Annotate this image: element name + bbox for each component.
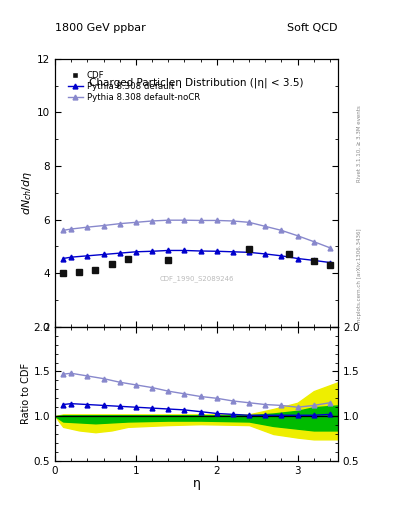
Y-axis label: $dN_{ch}/d\eta$: $dN_{ch}/d\eta$: [20, 170, 34, 215]
X-axis label: η: η: [193, 477, 200, 490]
Text: Rivet 3.1.10, ≥ 3.3M events: Rivet 3.1.10, ≥ 3.3M events: [357, 105, 362, 182]
Text: Charged Particleη Distribution (|η| < 3.5): Charged Particleη Distribution (|η| < 3.…: [89, 78, 304, 88]
Text: 1800 GeV ppbar: 1800 GeV ppbar: [55, 23, 146, 33]
Y-axis label: Ratio to CDF: Ratio to CDF: [21, 363, 31, 424]
Legend: CDF, Pythia 8.308 default, Pythia 8.308 default-noCR: CDF, Pythia 8.308 default, Pythia 8.308 …: [65, 69, 202, 105]
Text: CDF_1990_S2089246: CDF_1990_S2089246: [159, 275, 234, 282]
Text: Soft QCD: Soft QCD: [288, 23, 338, 33]
Text: mcplots.cern.ch [arXiv:1306.3436]: mcplots.cern.ch [arXiv:1306.3436]: [357, 229, 362, 324]
